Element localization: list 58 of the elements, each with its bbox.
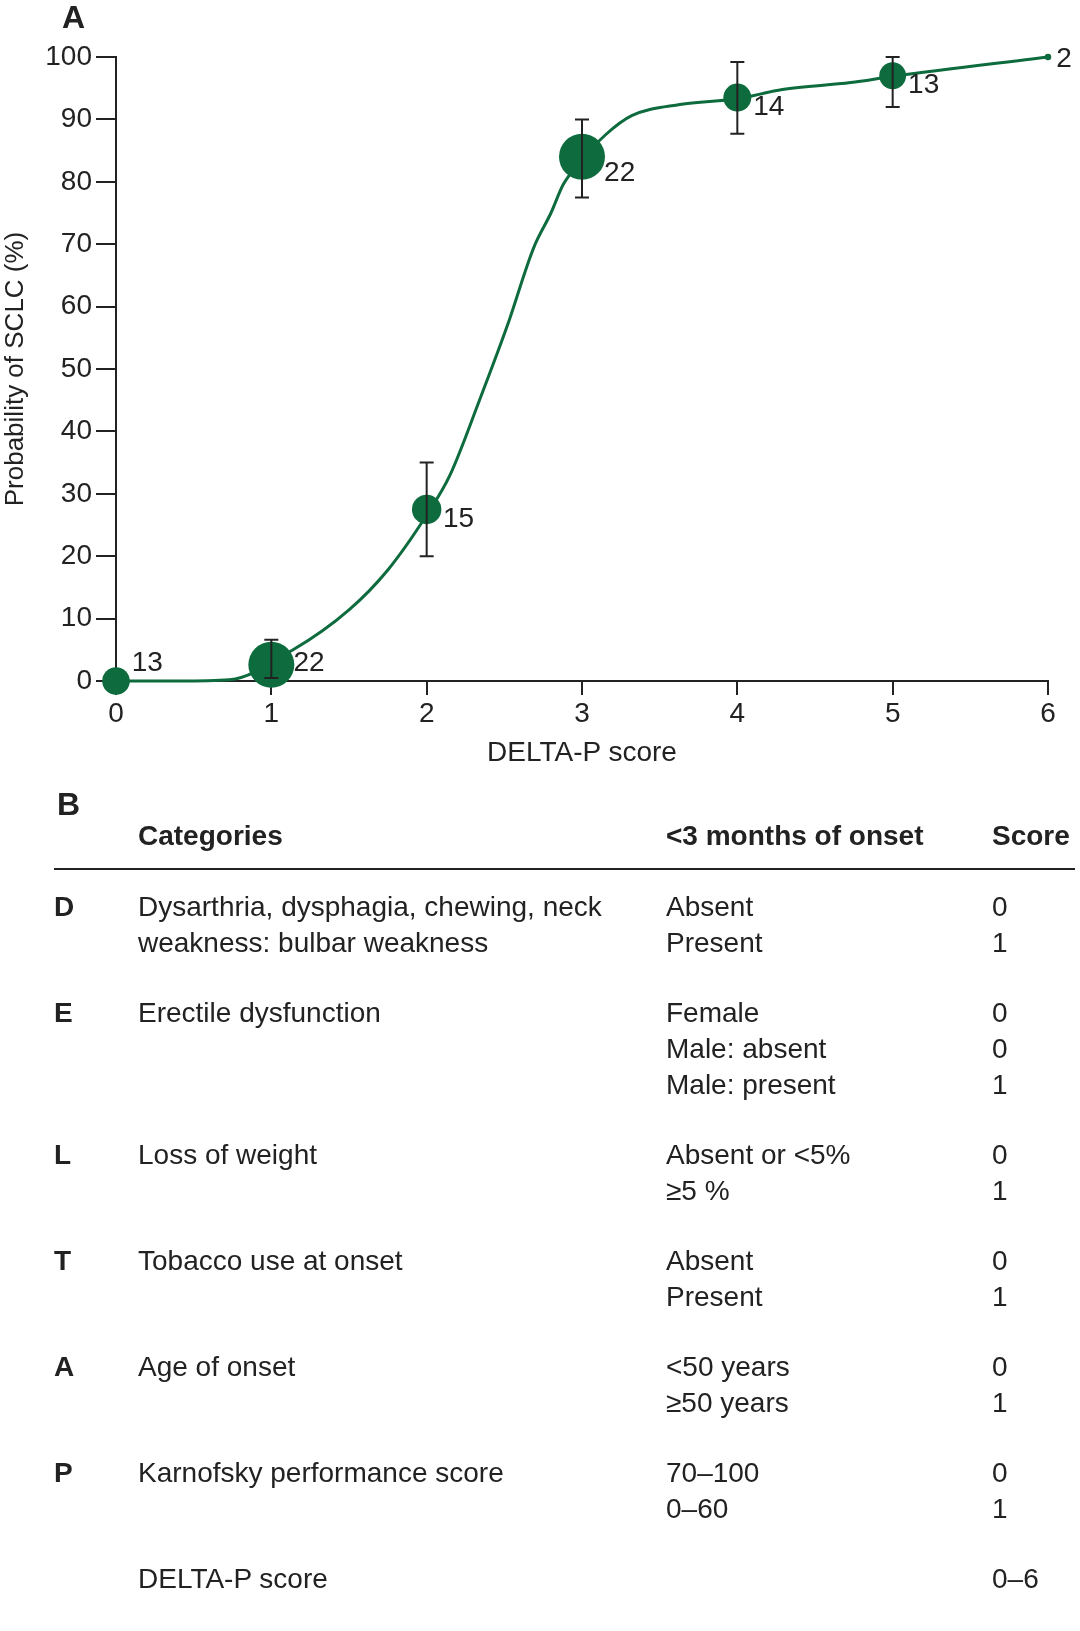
text: 70–100 0–60 <box>666 1457 760 1524</box>
text: Absent or <5% ≥5 % <box>666 1139 851 1206</box>
x-tick-label: 1 <box>263 696 280 728</box>
text: Erectile dysfunction <box>138 997 381 1028</box>
y-tick-label: 10 <box>60 601 92 633</box>
category-label: D <box>54 891 75 922</box>
y-tick-label: 70 <box>60 226 92 258</box>
text: 0 1 <box>992 891 1008 958</box>
text: 0 0 1 <box>992 997 1008 1100</box>
category-label: T <box>54 1245 72 1276</box>
annotation: 22 <box>293 645 325 677</box>
x-tick-label: 4 <box>729 696 746 728</box>
chart-title: A <box>62 0 86 35</box>
text: Dysarthria, dysphagia, chewing, neck weakness: bulbar weakness <box>138 891 602 958</box>
text: <50 years ≥50 years <box>666 1351 790 1418</box>
text: Tobacco use at onset <box>138 1245 403 1276</box>
x-tick-label: 3 <box>574 696 590 728</box>
y-tick-label: 0 <box>76 663 92 695</box>
x-tick-label: 5 <box>884 696 901 728</box>
x-tick-label: 2 <box>418 696 435 728</box>
annotation: 2 <box>1056 42 1072 73</box>
text: B <box>56 786 82 822</box>
text: Absent Present <box>666 1245 763 1312</box>
text: Loss of weight <box>138 1139 317 1170</box>
annotation: 13 <box>908 67 940 99</box>
annotation: 14 <box>753 90 785 122</box>
y-tick-label: 100 <box>45 39 92 71</box>
annotation: 15 <box>442 502 475 534</box>
y-axis-title: Probability of SCLC (%) <box>0 231 29 507</box>
annotation: 22 <box>604 155 636 187</box>
x-tick-label: 6 <box>1040 696 1056 728</box>
x-axis-title: DELTA-P score <box>487 735 677 767</box>
text: Absent Present <box>666 891 763 958</box>
text: Karnofsky performance score <box>138 1457 504 1488</box>
text: 0 1 <box>992 1245 1008 1312</box>
category-label: L <box>54 1139 72 1170</box>
category-label: E <box>54 997 73 1028</box>
y-tick-label: 60 <box>60 289 92 321</box>
y-tick-label: 90 <box>60 102 92 134</box>
text: Age of onset <box>138 1351 296 1382</box>
text: DELTA-P score <box>138 1563 328 1594</box>
category-label: Categories <box>138 819 284 853</box>
category-label: A <box>54 1351 75 1382</box>
y-tick-label: 30 <box>60 476 92 508</box>
text: 0 1 <box>992 1457 1008 1524</box>
y-tick-label: 50 <box>60 351 92 383</box>
category-label: Score <box>992 819 1071 853</box>
x-tick-label: 0 <box>108 696 124 728</box>
y-tick-label: 80 <box>60 164 92 196</box>
y-tick-label: 40 <box>60 414 92 446</box>
y-tick-label: 20 <box>60 538 92 570</box>
annotation: 13 <box>131 645 163 677</box>
text: 0 1 <box>992 1351 1008 1418</box>
text: 0–6 <box>992 1563 1039 1594</box>
text: Female Male: absent Male: present <box>666 997 836 1100</box>
category-label: <3 months of onset <box>666 819 925 853</box>
text: 0 1 <box>992 1139 1008 1206</box>
category-label: P <box>54 1457 73 1488</box>
